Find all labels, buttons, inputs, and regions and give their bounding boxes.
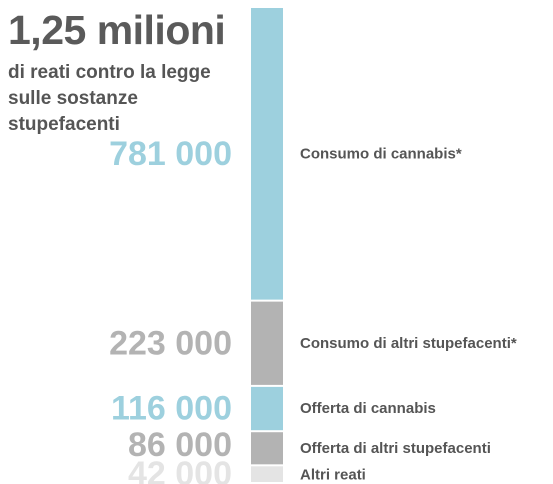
- category-label-1: Consumo di cannabis*: [300, 145, 462, 162]
- bar-segment-3: [251, 386, 283, 431]
- bar-segment-2: [251, 301, 283, 385]
- chart-title: 1,25 milioni: [8, 7, 226, 53]
- bar-segment-1: [251, 8, 283, 300]
- value-label-2: 223 000: [109, 324, 232, 362]
- value-label-3: 116 000: [111, 390, 232, 428]
- value-label-4: 86 000: [128, 426, 232, 464]
- category-label-4: Offerta di altri stupefacenti: [300, 440, 491, 457]
- bar-segment-5: [251, 466, 283, 482]
- chart-headline: 1,25 milioni di reati contro la legge su…: [8, 6, 248, 138]
- category-label-3: Offerta di cannabis: [300, 400, 436, 417]
- value-label-1: 781 000: [109, 135, 232, 173]
- category-label-5: Altri reati: [300, 467, 366, 484]
- value-label-5: 42 000: [128, 455, 232, 484]
- bar-segment-4: [251, 432, 283, 465]
- chart-subtitle: di reati contro la legge sulle sostanze …: [8, 62, 211, 135]
- category-label-2: Consumo di altri stupefacenti*: [300, 335, 517, 352]
